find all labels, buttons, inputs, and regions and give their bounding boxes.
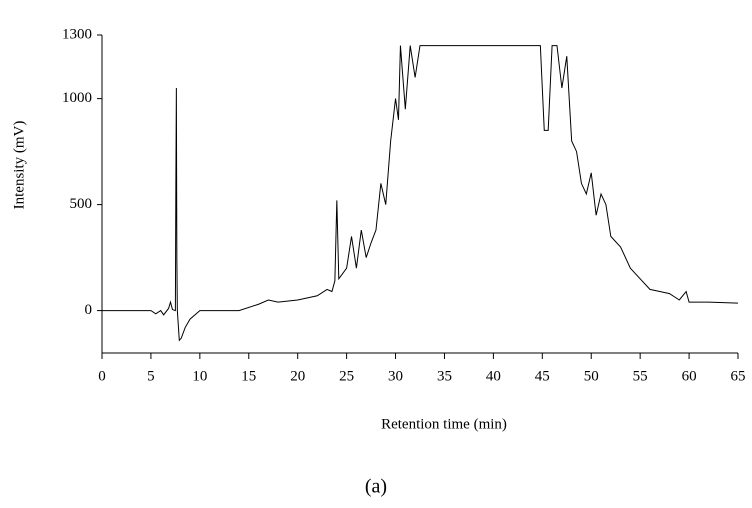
- x-tick-label: 60: [682, 368, 697, 384]
- y-tick-label: 500: [70, 196, 93, 212]
- x-axis-label: Retention time (min): [381, 416, 507, 432]
- x-tick-label: 15: [241, 368, 256, 384]
- x-tick-label: 55: [633, 368, 648, 384]
- x-tick-label: 45: [535, 368, 550, 384]
- chromatogram-line: [102, 45, 739, 342]
- x-tick-label: 10: [192, 368, 207, 384]
- y-axis-label: Intensity (mV): [11, 121, 27, 210]
- x-tick-label: 30: [388, 368, 403, 384]
- x-tick-label: 5: [147, 368, 155, 384]
- x-tick-label: 20: [290, 368, 305, 384]
- x-tick-label: 40: [486, 368, 501, 384]
- x-tick-label: 65: [731, 368, 746, 384]
- x-tick-label: 0: [98, 368, 106, 384]
- x-tick-label: 50: [584, 368, 599, 384]
- y-tick-label: 1300: [62, 26, 92, 42]
- caption: (a): [365, 476, 387, 498]
- y-tick-label: 0: [85, 302, 93, 318]
- x-tick-label: 35: [437, 368, 452, 384]
- x-tick-label: 25: [339, 368, 354, 384]
- y-tick-label: 1000: [62, 90, 92, 106]
